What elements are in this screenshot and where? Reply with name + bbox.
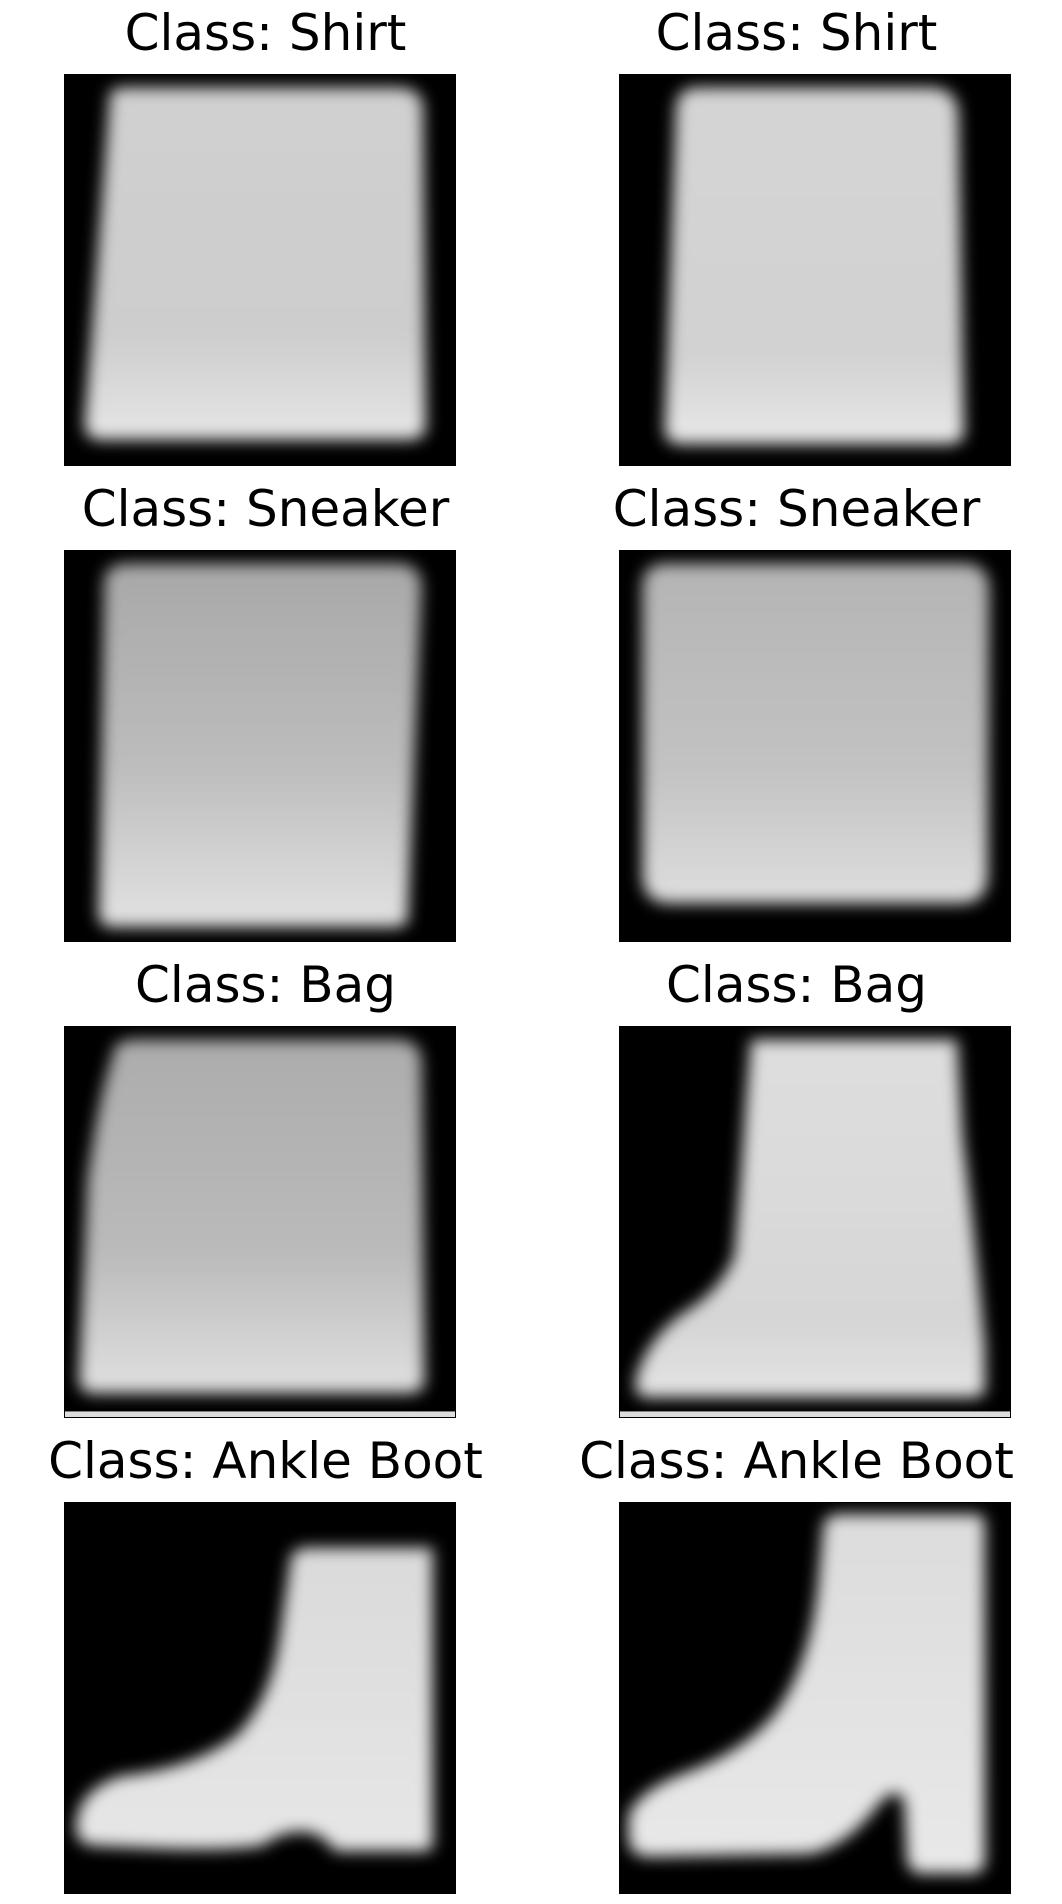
shirt-image: [64, 74, 456, 466]
sneaker-image: [619, 550, 1011, 942]
panel-cell-8: Class: Ankle Boot: [531, 1428, 1062, 1904]
panel-cell-2: Class: Shirt: [531, 0, 1062, 476]
panel-cell-6: Class: Bag: [531, 952, 1062, 1428]
panel-title: Class: Ankle Boot: [579, 1432, 1014, 1490]
panel-cell-4: Class: Sneaker: [531, 476, 1062, 952]
sneaker-image: [64, 550, 456, 942]
ankle-boot-image: [619, 1502, 1011, 1894]
panel-cell-1: Class: Shirt: [0, 0, 531, 476]
ankle-boot-image: [64, 1502, 456, 1894]
bag-image: [619, 1026, 1011, 1418]
shirt-image: [619, 74, 1011, 466]
panel-title: Class: Sneaker: [612, 480, 981, 538]
panel-cell-3: Class: Sneaker: [0, 476, 531, 952]
panel-title: Class: Shirt: [655, 4, 938, 62]
panel-cell-5: Class: Bag: [0, 952, 531, 1428]
panel-title: Class: Shirt: [124, 4, 407, 62]
panel-title: Class: Bag: [666, 956, 927, 1014]
panel-cell-7: Class: Ankle Boot: [0, 1428, 531, 1904]
panel-title: Class: Bag: [135, 956, 396, 1014]
panel-title: Class: Sneaker: [81, 480, 450, 538]
panel-title: Class: Ankle Boot: [48, 1432, 483, 1490]
bag-image: [64, 1026, 456, 1418]
